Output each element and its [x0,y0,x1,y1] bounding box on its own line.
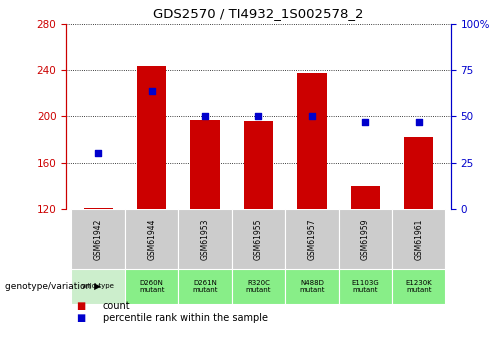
Bar [178,269,232,304]
Bar [244,121,273,209]
Bar [297,72,327,209]
Bar [404,137,434,209]
Point [94,150,102,156]
Text: D260N
mutant: D260N mutant [139,280,164,293]
Bar [137,66,166,209]
Bar [339,209,392,269]
Bar [339,269,392,304]
Point [308,114,316,119]
Text: GSM61955: GSM61955 [254,218,263,260]
Bar [351,186,380,209]
Bar [392,209,445,269]
Text: GSM61959: GSM61959 [361,218,370,260]
Text: N488D
mutant: N488D mutant [299,280,325,293]
Point [201,114,209,119]
Point [362,119,369,125]
Text: genotype/variation ▶: genotype/variation ▶ [5,282,101,291]
Point [415,119,423,125]
Text: ■: ■ [76,313,85,323]
Bar [72,269,125,304]
Point [255,114,263,119]
Text: count: count [103,301,130,311]
Bar [125,269,178,304]
Bar [285,209,339,269]
Bar [232,209,285,269]
Text: wild type: wild type [82,283,114,289]
Text: percentile rank within the sample: percentile rank within the sample [103,313,268,323]
Title: GDS2570 / TI4932_1S002578_2: GDS2570 / TI4932_1S002578_2 [153,7,364,20]
Bar [83,208,113,209]
Text: GSM61944: GSM61944 [147,218,156,260]
Text: R320C
mutant: R320C mutant [245,280,271,293]
Bar [178,209,232,269]
Text: E1230K
mutant: E1230K mutant [405,280,432,293]
Text: GSM61961: GSM61961 [414,218,423,259]
Bar [72,209,125,269]
Bar [285,269,339,304]
Bar [190,120,220,209]
Text: GSM61953: GSM61953 [200,218,210,260]
Bar [392,269,445,304]
Bar [232,269,285,304]
Text: GSM61957: GSM61957 [307,218,317,260]
Text: ■: ■ [76,301,85,311]
Text: E1103G
mutant: E1103G mutant [351,280,379,293]
Point [147,88,155,93]
Bar [125,209,178,269]
Text: GSM61942: GSM61942 [94,218,103,259]
Text: D261N
mutant: D261N mutant [192,280,218,293]
